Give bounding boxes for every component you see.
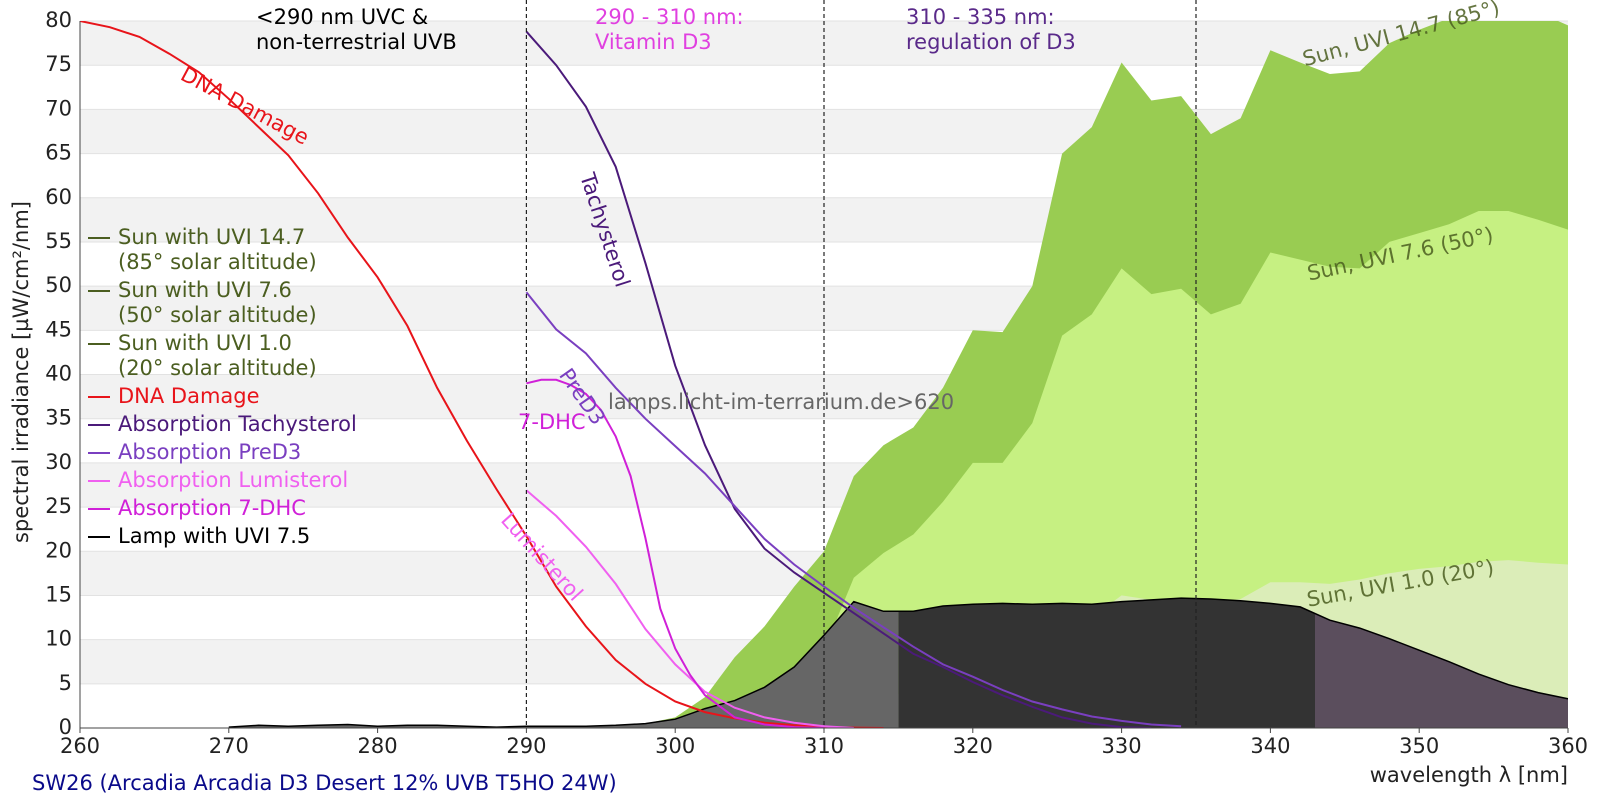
annotation: 290 - 310 nm: Vitamin D3 [595,5,744,54]
legend-item: Sun with UVI 1.0 (20° solar altitude) [88,331,357,381]
y-tick-label: 5 [59,671,72,695]
x-tick-label: 290 [506,734,546,758]
annotation: 310 - 335 nm: regulation of D3 [906,5,1076,54]
y-tick-label: 55 [45,229,72,253]
lines [80,21,1182,728]
line [525,30,1152,728]
legend-item: Absorption Tachysterol [88,412,357,437]
legend-label: Absorption Lumisterol [118,468,349,492]
area-band [228,601,899,728]
x-tick-label: 330 [1102,734,1142,758]
legend-label: Sun with UVI 7.6 (50° solar altitude) [118,278,317,327]
legend-swatch [88,237,110,239]
annotation: 7-DHC [518,410,586,434]
y-axis-label: spectral irradiance [µW/cm²/nm] [9,201,33,543]
y-tick-label: 70 [45,96,72,120]
legend-item: Sun with UVI 7.6 (50° solar altitude) [88,278,357,328]
y-tick-label: 10 [45,627,72,651]
line [526,378,825,728]
legend-label: Lamp with UVI 7.5 [118,524,311,548]
y-tick-label: 50 [45,273,72,297]
legend-swatch [88,480,110,482]
line [525,291,1182,728]
legend-label: Sun with UVI 1.0 (20° solar altitude) [118,331,317,380]
legend-item: Absorption 7-DHC [88,496,357,521]
y-tick-label: 60 [45,185,72,209]
x-tick-label: 280 [358,734,398,758]
legend-item: DNA Damage [88,384,357,409]
y-tick-label: 40 [45,362,72,386]
y-tick-label: 35 [45,406,72,430]
y-tick-label: 65 [45,141,72,165]
x-tick-label: 360 [1548,734,1588,758]
legend-label: Absorption 7-DHC [118,496,306,520]
y-tick-label: 0 [59,715,72,739]
legend-label: Absorption Tachysterol [118,412,357,436]
legend-label: Absorption PreD3 [118,440,302,464]
annotation: lamps.licht-im-terrarium.de>620 [608,390,955,414]
legend-label: Sun with UVI 14.7 (85° solar altitude) [118,225,317,274]
legend-item: Lamp with UVI 7.5 [88,524,357,549]
y-tick-label: 20 [45,538,72,562]
x-tick-label: 300 [655,734,695,758]
x-tick-label: 260 [60,734,100,758]
chart-title: SW26 (Arcadia Arcadia D3 Desert 12% UVB … [32,771,617,795]
legend-item: Sun with UVI 14.7 (85° solar altitude) [88,225,357,275]
x-tick-label: 340 [1250,734,1290,758]
legend-swatch [88,452,110,454]
legend-swatch [88,290,110,292]
y-tick-label: 15 [45,582,72,606]
axes: 0 5 10 15 20 25 30 35 40 45 50 55 60 65 70 75 80 260 270 28… [45,8,1588,758]
x-tick-label: 320 [953,734,993,758]
legend-item: Absorption PreD3 [88,440,357,465]
area-outline [228,597,1568,728]
legend-swatch [88,424,110,426]
y-tick-label: 25 [45,494,72,518]
legend-swatch [88,343,110,345]
legend-swatch [88,508,110,510]
x-tick-label: 310 [804,734,844,758]
legend-item: Absorption Lumisterol [88,468,357,493]
line [525,489,854,728]
x-tick-label: 270 [209,734,249,758]
areas [228,21,1568,728]
legend: Sun with UVI 14.7 (85° solar altitude) Su… [88,225,357,552]
x-tick-label: 350 [1399,734,1439,758]
annotation: <290 nm UVC & non-terrestrial UVB [256,5,457,54]
x-axis-label: wavelength λ [nm] [1370,763,1568,787]
legend-swatch [88,396,110,398]
y-tick-label: 80 [45,8,72,32]
y-tick-label: 30 [45,450,72,474]
y-tick-label: 75 [45,52,72,76]
y-tick-label: 45 [45,317,72,341]
legend-label: DNA Damage [118,384,260,408]
area-band [1315,613,1568,728]
legend-swatch [88,536,110,538]
